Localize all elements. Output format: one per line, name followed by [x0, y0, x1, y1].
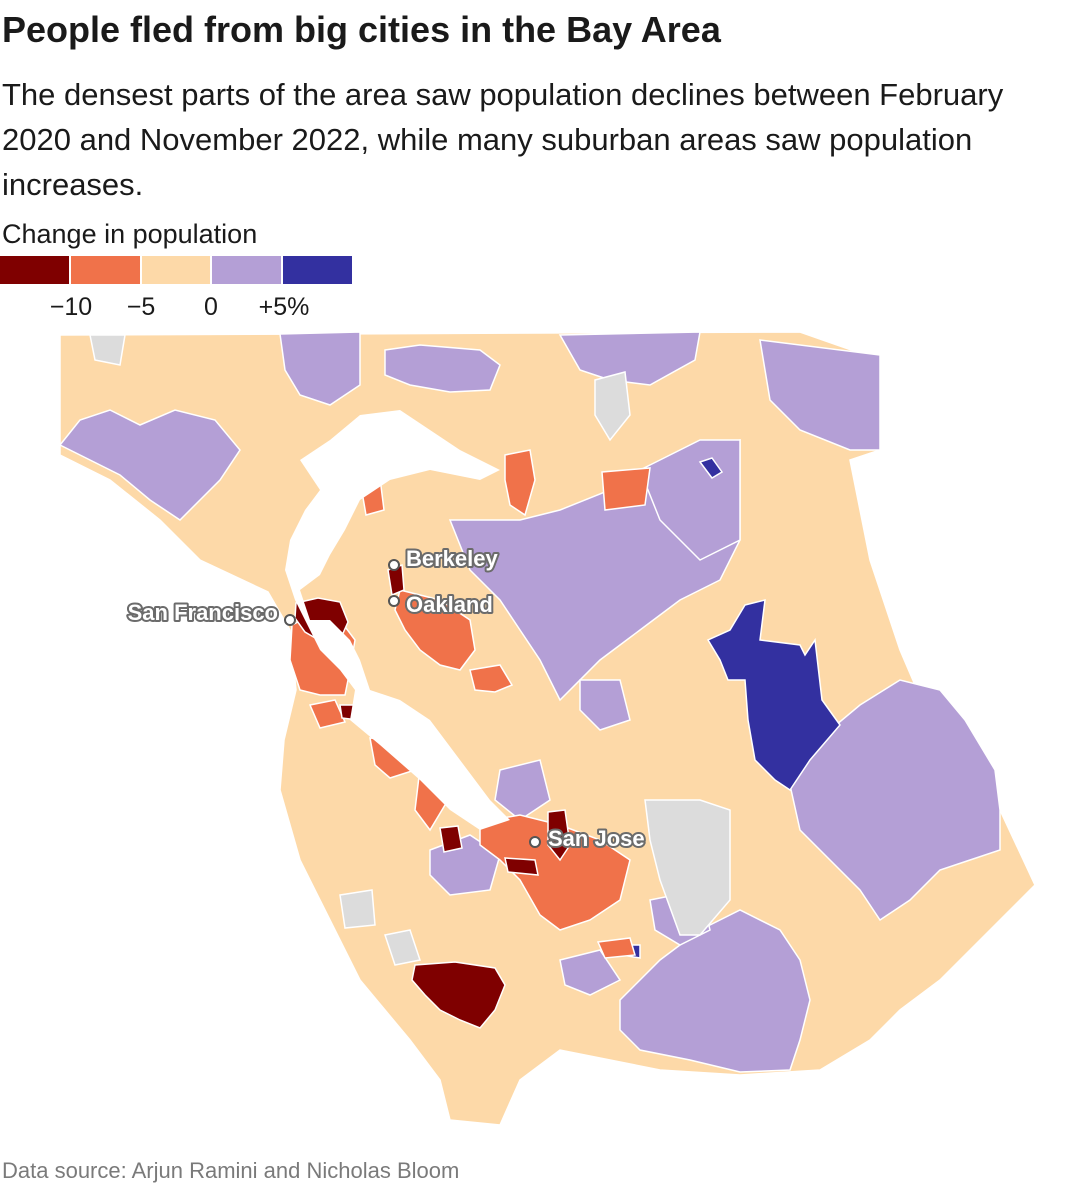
city-label-san-francisco: San Francisco — [128, 600, 278, 625]
bay-area-map: Berkeley Oakland San Francisco San Jose — [58, 331, 1036, 1126]
city-label-san-jose: San Jose — [548, 826, 645, 851]
city-marker-san-jose: San Jose — [529, 824, 647, 853]
legend-tick: 0 — [204, 293, 218, 321]
legend-tick: −5 — [126, 293, 156, 321]
no-data-regions — [89, 334, 731, 966]
legend-bin-strong-decline — [0, 256, 69, 284]
san-francisco-point — [284, 614, 296, 626]
san-jose-point — [529, 836, 541, 848]
legend-tick: +5% — [258, 293, 310, 321]
city-marker-san-francisco: San Francisco — [126, 598, 296, 627]
berkeley-point — [388, 559, 400, 571]
city-markers: Berkeley Oakland San Francisco San Jose — [126, 544, 647, 853]
strong-decline-regions — [294, 449, 571, 1029]
oakland-point — [388, 595, 400, 607]
legend-tick: −10 — [49, 293, 93, 321]
strong-increase-regions — [627, 457, 841, 959]
legend-color-scale — [0, 256, 352, 284]
city-marker-berkeley: Berkeley — [388, 544, 501, 573]
chart-subtitle: The densest parts of the area saw popula… — [2, 77, 1004, 202]
legend-bin-slight-change — [141, 256, 211, 284]
legend-bin-increase — [212, 256, 282, 284]
legend-bin-strong-increase — [283, 256, 352, 284]
city-marker-oakland: Oakland — [388, 590, 495, 619]
legend-title: Change in population — [2, 219, 258, 249]
city-label-oakland: Oakland — [406, 592, 493, 617]
bay-water — [285, 410, 510, 830]
chart-title: People fled from big cities in the Bay A… — [2, 9, 721, 50]
data-source: Data source: Arjun Ramini and Nicholas B… — [2, 1158, 460, 1183]
legend-bin-decline — [70, 256, 140, 284]
city-label-berkeley: Berkeley — [406, 546, 499, 571]
